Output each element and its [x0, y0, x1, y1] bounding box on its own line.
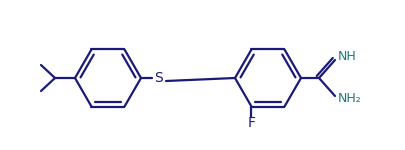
Text: F: F: [247, 116, 255, 130]
Text: NH: NH: [337, 51, 356, 63]
Text: S: S: [154, 71, 163, 85]
Text: NH₂: NH₂: [337, 93, 361, 105]
